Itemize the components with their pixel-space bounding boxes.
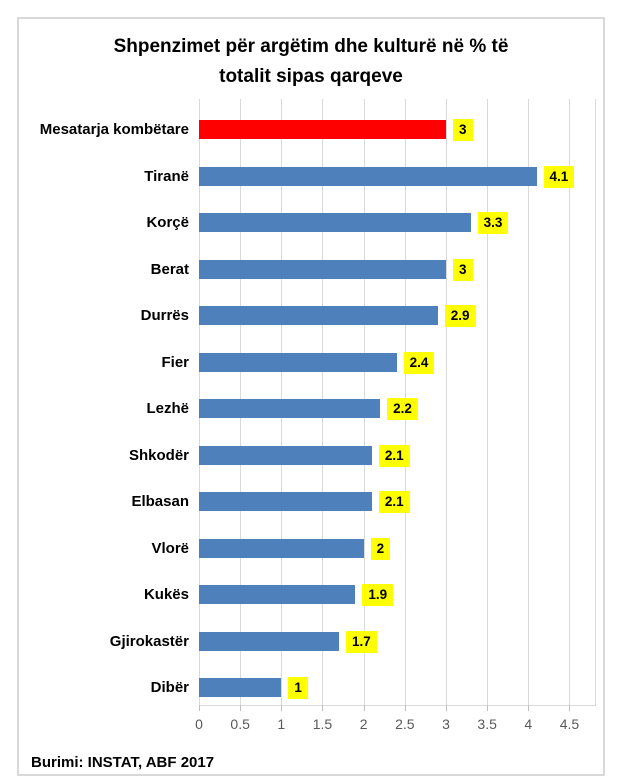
category-label: Gjirokastër xyxy=(109,632,189,650)
category-label: Elbasan xyxy=(131,493,189,510)
axis-tick xyxy=(404,705,406,711)
value-label: 2.1 xyxy=(378,444,410,467)
chart-title-line-1: Shpenzimet për argëtim dhe kulturë në % … xyxy=(113,36,509,57)
x-axis-tick-label: 2.5 xyxy=(395,716,415,732)
value-label: 1.7 xyxy=(345,630,377,653)
category-label: Durrës xyxy=(140,307,189,324)
category-label: Kukës xyxy=(143,586,189,603)
bar xyxy=(199,352,397,372)
category-label: Dibër xyxy=(150,679,189,696)
axis-tick xyxy=(445,705,447,711)
x-axis-tick-label: 0 xyxy=(195,716,203,732)
bar xyxy=(199,259,446,279)
bar xyxy=(199,306,438,325)
x-axis-tick-label: 3 xyxy=(442,716,450,732)
value-label: 1 xyxy=(288,677,308,699)
axis-tick xyxy=(322,705,324,711)
axis-tick xyxy=(199,705,200,711)
category-label: Mesatarja kombëtare xyxy=(39,121,189,138)
bar xyxy=(199,166,537,186)
gridline xyxy=(487,99,489,705)
axis-tick xyxy=(487,705,489,711)
gridline xyxy=(528,99,530,705)
bar xyxy=(199,585,356,604)
x-axis-tick-label: 2 xyxy=(359,716,368,732)
x-axis-tick-label: 4.5 xyxy=(559,716,580,732)
x-axis-tick-label: 1 xyxy=(277,716,286,732)
x-axis-tick-label: 4 xyxy=(524,716,533,732)
bar xyxy=(199,399,381,418)
category-label: Fier xyxy=(161,353,189,371)
category-label: Vlorë xyxy=(151,539,189,557)
bar xyxy=(199,445,372,465)
plot-area: 0 0.5 1 1.5 2 2.5 3 3.5 4 4.5 Mesatarja kombëtare 3… xyxy=(40,99,596,732)
category-label: Berat xyxy=(150,260,189,278)
bar xyxy=(199,678,282,697)
x-axis-tick-label: 3.5 xyxy=(477,716,497,732)
value-label: 2 xyxy=(370,537,391,560)
value-label: 2.9 xyxy=(444,305,476,327)
value-label: 2.1 xyxy=(378,491,410,513)
axis-tick xyxy=(569,705,571,711)
x-axis-tick-label: 0.5 xyxy=(230,716,250,732)
value-label: 3.3 xyxy=(477,212,509,234)
value-label: 3 xyxy=(452,258,473,281)
bar xyxy=(199,120,446,139)
bar xyxy=(199,213,471,232)
category-label: Shkodër xyxy=(128,446,189,464)
value-label: 2.2 xyxy=(387,398,418,420)
category-label: Lezhë xyxy=(146,400,189,417)
value-label: 3 xyxy=(452,119,473,141)
value-label: 4.1 xyxy=(543,165,575,188)
gridline xyxy=(569,99,571,705)
x-axis-tick-label: 1.5 xyxy=(312,716,333,732)
bar xyxy=(199,631,339,651)
gridline xyxy=(445,99,447,705)
bar xyxy=(199,492,372,511)
axis-tick xyxy=(281,705,283,711)
axis-tick xyxy=(528,705,530,711)
category-label: Korçë xyxy=(146,214,189,231)
chart-frame: Shpenzimet për argëtim dhe kulturë në % … xyxy=(17,17,605,776)
source-note: Burimi: INSTAT, ABF 2017 xyxy=(31,754,215,771)
bar xyxy=(199,538,364,558)
value-label: 1.9 xyxy=(362,584,394,606)
category-label: Tiranë xyxy=(144,167,189,185)
value-label: 2.4 xyxy=(403,351,435,374)
axis-tick xyxy=(240,705,242,711)
chart-title-line-2: totalit sipas qarqeve xyxy=(219,66,403,87)
chart-title: Shpenzimet për argëtim dhe kulturë në % … xyxy=(19,32,603,92)
axis-tick xyxy=(363,705,365,711)
